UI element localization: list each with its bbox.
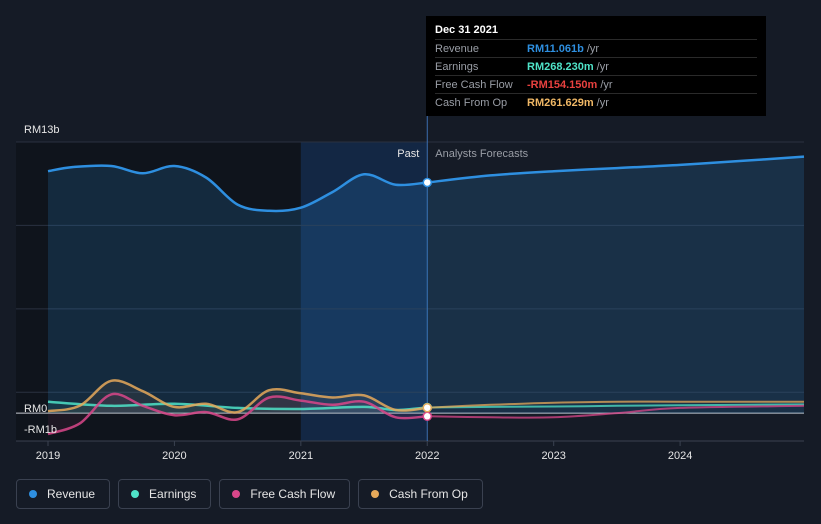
dot-icon: [232, 490, 241, 498]
x-tick-label: 2020: [162, 450, 186, 462]
earnings-area: [48, 401, 428, 414]
past-label: Past: [397, 148, 419, 160]
free-cash-flow-marker: [422, 411, 433, 422]
tooltip-unit: /yr: [596, 96, 609, 109]
legend-item-earnings[interactable]: Earnings: [118, 479, 212, 509]
x-tick-label: 2021: [289, 450, 313, 462]
tooltip-unit: /yr: [596, 60, 609, 73]
tooltip-value: RM11.061b: [527, 42, 584, 55]
cash-from-op-marker: [422, 402, 433, 413]
earnings-forecast-line: [427, 403, 805, 409]
past-band: [16, 142, 301, 441]
tooltip-row-cash-from-op: Cash From Op RM261.629m /yr: [435, 93, 757, 111]
highlight-band: [300, 142, 428, 441]
free-cash-flow-forecast-line: [427, 404, 805, 419]
revenue-marker: [422, 177, 433, 188]
revenue-past-line: [47, 164, 428, 213]
y-axis-label-top: RM13b: [24, 124, 59, 136]
cash-from-op-forecast-line: [427, 400, 804, 409]
free-cash-flow-area: [48, 393, 428, 434]
revenue-area: [48, 156, 804, 414]
cash-from-op-past-line: [47, 379, 428, 414]
tooltip-label: Free Cash Flow: [435, 78, 513, 91]
tooltip-label: Revenue: [435, 42, 480, 55]
tooltip-value: RM261.629m: [527, 96, 594, 109]
tooltip-unit: /yr: [600, 78, 613, 91]
y-axis-label-bottom: -RM1b: [24, 424, 57, 436]
dot-icon: [29, 490, 37, 498]
tooltip-value: RM268.230m: [527, 60, 594, 73]
x-tick-label: 2024: [668, 450, 692, 462]
tooltip-row-free-cash-flow: Free Cash Flow -RM154.150m /yr: [435, 75, 757, 93]
legend-label: Cash From Op: [389, 487, 468, 501]
revenue-forecast-line: [427, 155, 805, 184]
tooltip-row-revenue: Revenue RM11.061b /yr: [435, 39, 757, 57]
free-cash-flow-past-line: [47, 392, 428, 436]
tooltip-label: Earnings: [435, 60, 479, 73]
legend-label: Free Cash Flow: [250, 487, 336, 501]
legend-item-free-cash-flow[interactable]: Free Cash Flow: [219, 479, 351, 509]
legend-label: Revenue: [47, 487, 96, 501]
tooltip-label: Cash From Op: [435, 96, 508, 109]
dot-icon: [371, 490, 380, 498]
tooltip-row-earnings: Earnings RM268.230m /yr: [435, 57, 757, 75]
dot-icon: [131, 490, 140, 498]
tooltip-date: Dec 31 2021: [435, 24, 498, 36]
legend-item-revenue[interactable]: Revenue: [16, 479, 111, 509]
tooltip-value: -RM154.150m: [527, 78, 598, 91]
legend-item-cash-from-op[interactable]: Cash From Op: [358, 479, 483, 509]
x-tick-label: 2023: [541, 450, 565, 462]
y-axis-label-zero: RM0: [24, 403, 47, 415]
forecast-label: Analysts Forecasts: [435, 148, 528, 160]
legend-label: Earnings: [149, 487, 197, 501]
tooltip-unit: /yr: [586, 42, 600, 55]
x-tick-label: 2019: [36, 450, 60, 462]
x-tick-label: 2022: [415, 450, 439, 462]
tooltip: Dec 31 2021 Revenue RM11.061b /yr Earnin…: [426, 16, 766, 116]
legend: Revenue Earnings Free Cash Flow Cash Fro…: [16, 479, 483, 509]
